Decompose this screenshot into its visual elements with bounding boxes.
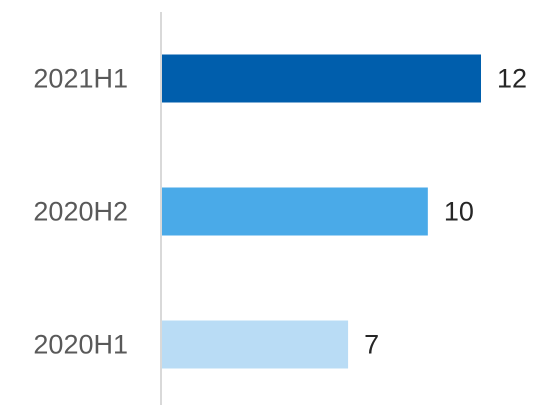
- value-label: 7: [364, 330, 379, 360]
- y-tick-label: 2020H1: [33, 330, 128, 360]
- y-tick-label: 2020H2: [33, 197, 128, 227]
- bar: [162, 320, 349, 369]
- y-tick-label: 2021H1: [33, 64, 128, 94]
- value-label: 12: [497, 64, 527, 94]
- value-label: 10: [444, 197, 474, 227]
- bar: [162, 54, 481, 103]
- bar: [162, 187, 428, 236]
